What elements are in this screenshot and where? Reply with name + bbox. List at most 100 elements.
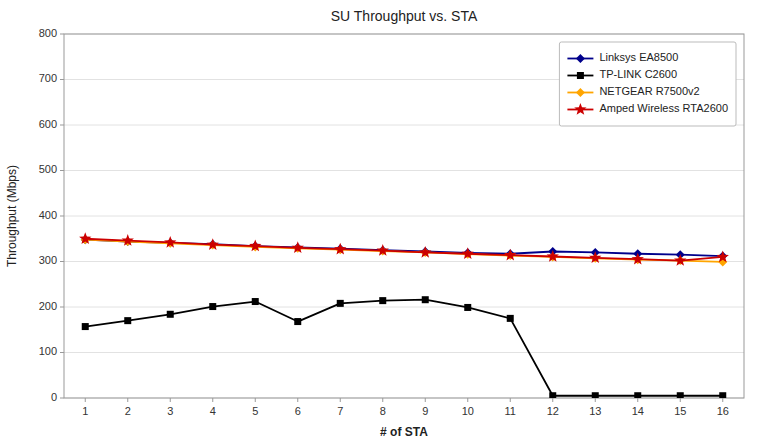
x-tick-label: 14 — [632, 405, 644, 417]
point-marker — [164, 236, 176, 248]
x-tick-label: 7 — [337, 405, 343, 417]
x-tick-label: 9 — [422, 405, 428, 417]
y-tick — [60, 398, 64, 399]
y-tick — [60, 352, 64, 353]
point-marker — [292, 241, 304, 253]
grid-line — [64, 261, 744, 262]
x-tick — [595, 398, 596, 402]
x-tick — [722, 398, 723, 402]
x-tick — [212, 398, 213, 402]
x-tick-label: 4 — [210, 405, 216, 417]
title: SU Throughput vs. STA — [331, 8, 478, 24]
y-tick — [60, 125, 64, 126]
legend-label: Amped Wireless RTA2600 — [599, 102, 728, 114]
point-marker — [422, 296, 429, 303]
x-tick — [382, 398, 383, 402]
legend: Linksys EA8500 TP-LINK C2600 NETGEAR R7500… — [559, 42, 736, 126]
y-tick-label: 600 — [39, 118, 57, 130]
point-marker — [674, 254, 686, 266]
legend-box — [559, 42, 736, 126]
x-tick — [467, 398, 468, 402]
y-tick-label: 200 — [39, 300, 57, 312]
grid-line — [64, 307, 744, 308]
point-marker — [632, 253, 644, 265]
x-tick-label: 8 — [380, 405, 386, 417]
y-tick-label: 300 — [39, 254, 57, 266]
y-tick — [60, 34, 64, 35]
point-marker — [167, 311, 174, 318]
point-marker — [507, 315, 514, 322]
point-marker — [547, 250, 559, 262]
x-axis-label: # of STA — [380, 425, 428, 439]
x-tick-label: 11 — [505, 405, 516, 417]
y-tick — [60, 79, 64, 80]
x-tick — [340, 398, 341, 402]
x-tick — [510, 398, 511, 402]
point-marker — [504, 249, 516, 261]
y-axis: 0100200300400500600700800 — [39, 27, 64, 403]
y-tick-label: 700 — [39, 72, 57, 84]
y-tick-label: 100 — [39, 345, 57, 357]
legend-item: Amped Wireless RTA2600 — [567, 102, 728, 114]
point-marker — [334, 243, 346, 255]
grid — [64, 34, 744, 398]
y-tick-label: 800 — [39, 27, 57, 39]
legend-label: NETGEAR R7500v2 — [599, 85, 699, 97]
point-marker — [717, 250, 729, 262]
y-tick-label: 400 — [39, 209, 57, 221]
y-tick — [60, 307, 64, 308]
series — [81, 235, 728, 266]
point-marker — [209, 303, 216, 310]
series — [82, 296, 727, 398]
point-marker — [462, 247, 474, 259]
y-tick-label: 0 — [51, 391, 57, 403]
series-line — [85, 239, 723, 261]
x-tick-label: 3 — [167, 405, 173, 417]
point-marker — [419, 246, 431, 258]
point-marker — [122, 234, 134, 246]
point-marker — [589, 251, 601, 263]
legend-label: Linksys EA8500 — [599, 51, 678, 63]
point-marker — [634, 392, 641, 398]
x-tick — [255, 398, 256, 402]
point-marker — [377, 244, 389, 256]
grid-line — [64, 352, 744, 353]
point-marker — [464, 304, 471, 311]
point-marker — [124, 317, 131, 324]
series — [81, 235, 728, 260]
x-tick-label: 12 — [547, 405, 559, 417]
plot-data — [79, 232, 729, 398]
legend-label: TP-LINK C2600 — [599, 68, 677, 80]
series — [79, 232, 729, 266]
y-tick — [60, 216, 64, 217]
point-marker — [677, 392, 684, 398]
x-tick-label: 13 — [589, 405, 601, 417]
grid-line — [64, 170, 744, 171]
x-tick — [680, 398, 681, 402]
x-tick — [170, 398, 171, 402]
x-tick — [85, 398, 86, 402]
point-marker — [379, 297, 386, 304]
legend-item: TP-LINK C2600 — [567, 68, 677, 80]
x-axis: 12345678910111213141516 — [82, 398, 729, 417]
plot-frame — [64, 34, 744, 398]
point-marker — [252, 298, 259, 305]
grid-line — [64, 216, 744, 217]
x-tick-label: 10 — [462, 405, 474, 417]
legend-swatch-marker — [576, 88, 585, 97]
point-marker — [82, 323, 89, 330]
x-tick-label: 16 — [717, 405, 729, 417]
legend-swatch-marker — [574, 103, 586, 115]
series-line — [85, 240, 723, 262]
legend-swatch-marker — [576, 54, 585, 63]
point-marker — [337, 300, 344, 307]
x-tick-label: 1 — [82, 405, 88, 417]
point-marker — [79, 232, 91, 244]
x-tick — [637, 398, 638, 402]
point-marker — [592, 392, 599, 398]
point-marker — [719, 392, 726, 398]
chart: 0100200300400500600700800123456789101112… — [0, 0, 762, 446]
legend-item: NETGEAR R7500v2 — [567, 85, 699, 97]
point-marker — [207, 238, 219, 250]
x-tick-label: 6 — [295, 405, 301, 417]
